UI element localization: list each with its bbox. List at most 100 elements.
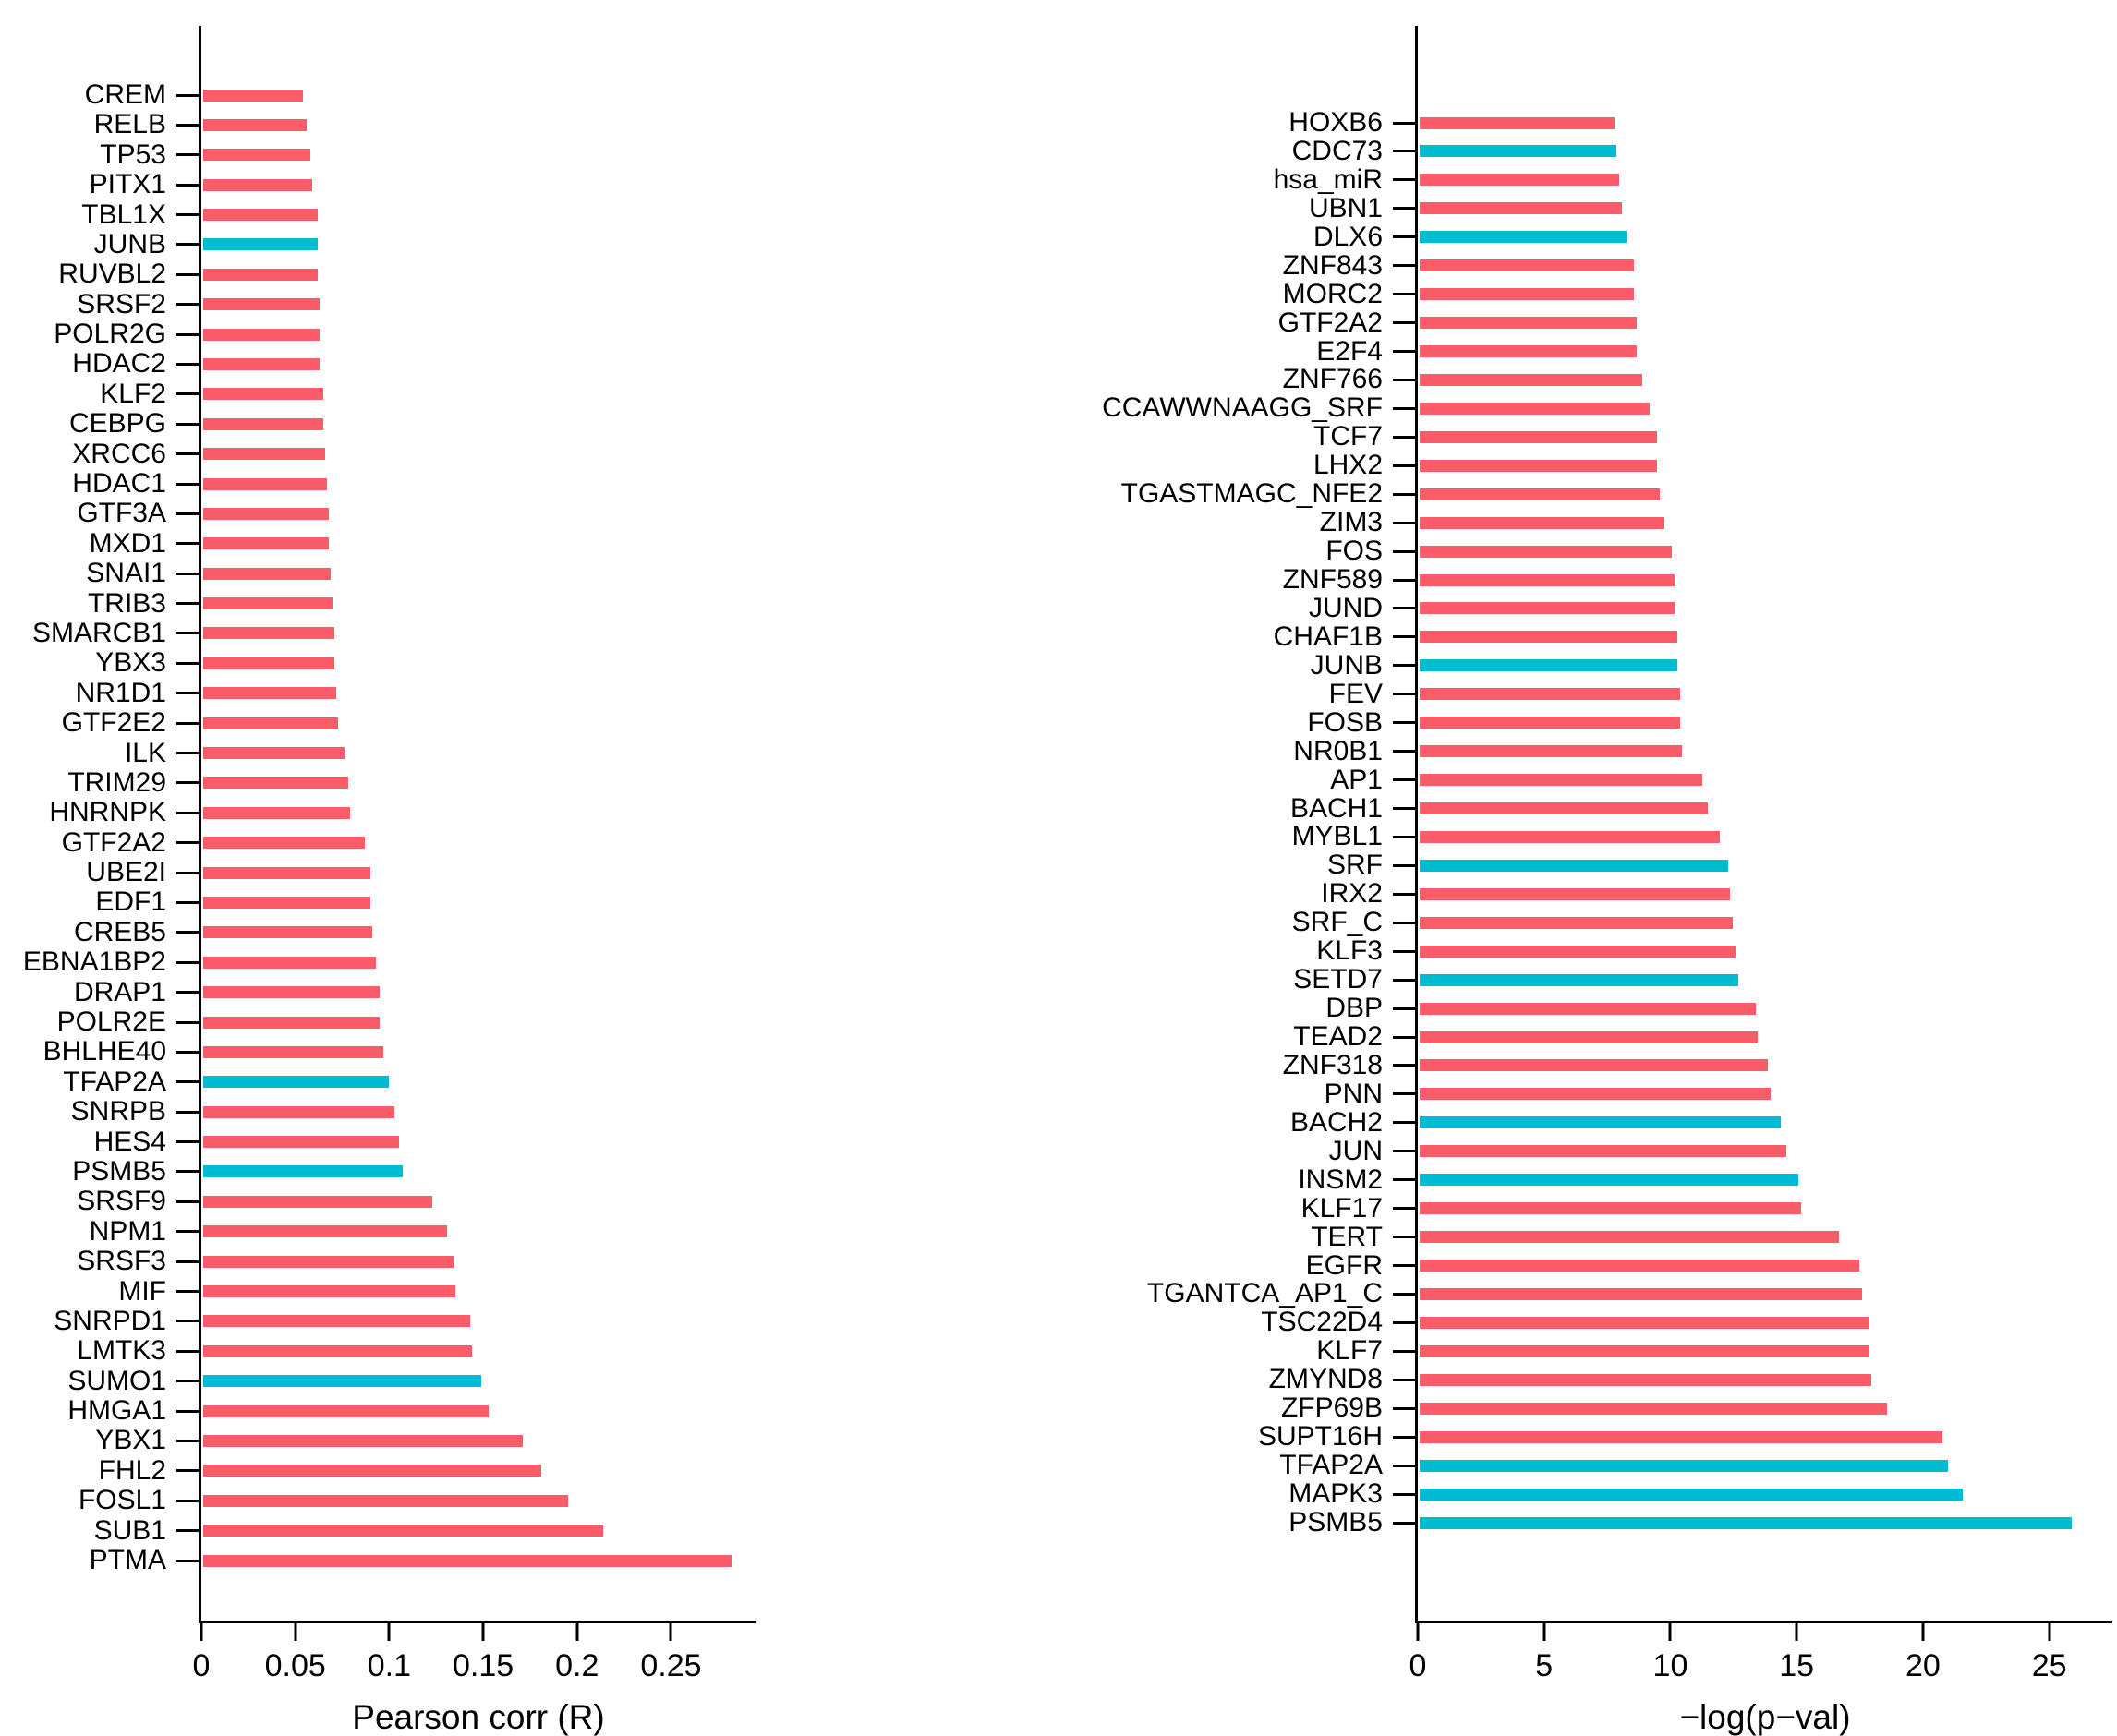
bar-highlighted	[1420, 231, 1627, 244]
y-axis-label: SRSF2	[77, 288, 166, 319]
y-tick	[176, 1020, 199, 1024]
y-tick	[1393, 264, 1415, 268]
bar	[203, 926, 373, 939]
bar	[1420, 488, 1660, 500]
y-axis-label: HES4	[93, 1126, 166, 1157]
bar	[1420, 1287, 1862, 1300]
y-axis-label: SUPT16H	[1257, 1421, 1383, 1453]
y-tick	[176, 1349, 199, 1353]
bar	[1420, 202, 1622, 215]
y-tick	[176, 1499, 199, 1502]
bar	[1420, 887, 1731, 900]
bar-highlighted	[1420, 1116, 1782, 1129]
y-tick	[176, 632, 199, 635]
bar	[203, 178, 312, 191]
bar	[203, 1105, 395, 1118]
y-axis-label: MYBL1	[1291, 821, 1383, 852]
x-tick-label: 0	[1409, 1648, 1427, 1683]
bar	[1420, 459, 1658, 472]
bar	[203, 89, 303, 102]
bar	[203, 1434, 523, 1447]
y-axis-label: DRAP1	[73, 976, 166, 1007]
bar	[1420, 288, 1635, 301]
bar	[203, 777, 348, 790]
y-tick	[176, 1409, 199, 1413]
y-tick	[1393, 464, 1415, 467]
bar-highlighted	[1420, 659, 1677, 672]
y-axis-label: EDF1	[95, 886, 166, 918]
y-tick	[176, 1260, 199, 1263]
bar	[203, 597, 333, 610]
x-tick	[669, 1621, 672, 1641]
y-axis-label: SRSF9	[77, 1186, 166, 1217]
y-tick	[1393, 235, 1415, 239]
bar	[1420, 802, 1708, 815]
x-tick	[575, 1621, 579, 1641]
y-axis-label: SRSF3	[77, 1246, 166, 1277]
bar	[203, 1554, 732, 1567]
bar	[1420, 1088, 1772, 1101]
y-axis-label: JUNB	[93, 228, 166, 259]
y-tick	[1393, 693, 1415, 696]
y-tick	[1393, 1236, 1415, 1239]
bar	[203, 1315, 470, 1328]
y-tick	[176, 303, 199, 307]
y-axis-label: HNRNPK	[49, 797, 166, 828]
y-axis-label: DLX6	[1313, 221, 1383, 252]
bar	[1420, 174, 1620, 187]
y-axis-label: FHL2	[98, 1454, 166, 1486]
x-tick-label: 25	[2031, 1648, 2067, 1683]
y-axis-label: SUMO1	[67, 1365, 166, 1396]
y-axis-label: SRF	[1327, 850, 1383, 881]
y-axis-label: POLR2G	[54, 319, 166, 350]
y-axis-label: MAPK3	[1288, 1478, 1383, 1510]
y-tick	[176, 572, 199, 575]
y-axis-label: TSC22D4	[1261, 1307, 1383, 1338]
y-tick	[176, 243, 199, 247]
y-tick	[1393, 1264, 1415, 1268]
bar	[203, 687, 337, 700]
y-axis-label: MORC2	[1282, 278, 1383, 309]
y-axis-label: TFAP2A	[1279, 1450, 1383, 1481]
bar	[203, 866, 371, 879]
bar	[203, 1225, 448, 1238]
y-tick	[1393, 1178, 1415, 1182]
bar	[203, 956, 377, 969]
x-tick	[387, 1621, 391, 1641]
bar	[203, 1344, 472, 1357]
y-tick	[176, 482, 199, 486]
bar	[1420, 1231, 1839, 1244]
y-axis-label: RUVBL2	[58, 259, 166, 290]
bar	[203, 149, 310, 162]
y-axis-label: NR0B1	[1293, 735, 1383, 766]
y-tick	[176, 1469, 199, 1473]
y-axis-label: UBE2I	[86, 857, 166, 888]
y-axis-label: FOS	[1325, 536, 1383, 567]
y-tick	[1393, 350, 1415, 353]
y-axis-label: PSMB5	[72, 1155, 166, 1187]
y-tick	[1393, 178, 1415, 182]
y-tick	[176, 362, 199, 366]
bar	[1420, 1430, 1943, 1443]
bar	[203, 477, 328, 490]
y-axis-label: GTF2A2	[61, 826, 166, 858]
y-axis-label: JUN	[1328, 1135, 1383, 1166]
y-tick	[1393, 778, 1415, 782]
bar	[1420, 1002, 1756, 1015]
y-tick	[176, 1200, 199, 1203]
y-axis-label: TERT	[1311, 1221, 1383, 1252]
y-axis-label: ZMYND8	[1268, 1364, 1383, 1395]
y-tick	[176, 183, 199, 187]
bar	[203, 298, 321, 311]
pearson-plot-area: Pearson corr (R) CREM RELB TP53 PITX1 TBL1X J…	[23, 26, 756, 1734]
y-axis-label: SNRPD1	[54, 1305, 166, 1336]
y-tick	[176, 1110, 199, 1114]
y-tick	[176, 1529, 199, 1533]
y-tick	[1393, 807, 1415, 811]
x-tick-label: 0.15	[452, 1648, 514, 1683]
y-tick	[176, 811, 199, 814]
y-axis-label: CEBPG	[68, 408, 166, 440]
y-axis-label: NR1D1	[75, 677, 166, 708]
x-tick-label: 0	[192, 1648, 211, 1683]
y-tick	[176, 93, 199, 97]
